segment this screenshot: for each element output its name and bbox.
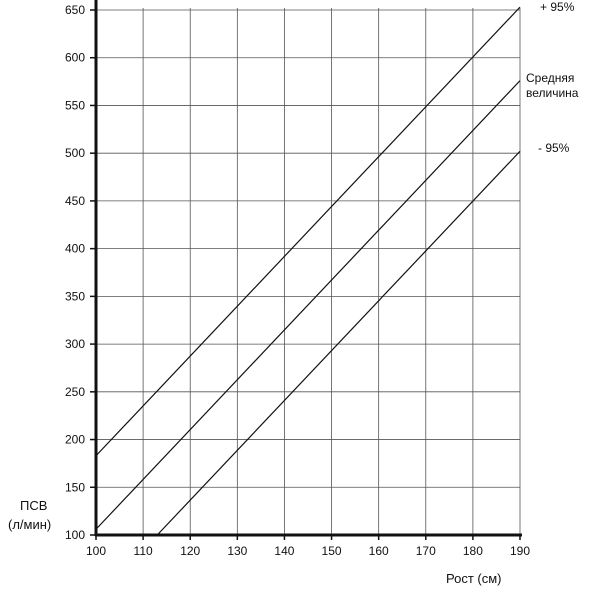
x-tick-label-120: 120 [180,544,200,558]
series-label-mean-line2: величина [526,86,579,100]
series-label-mean: Средняя величина [526,71,579,100]
series-label-upper: + 95% [540,0,575,14]
y-tick-label-400: 400 [65,242,85,256]
y-tick-label-300: 300 [65,337,85,351]
y-tick-label-200: 200 [65,433,85,447]
x-tick-label-170: 170 [416,544,436,558]
series-line-0 [95,6,521,457]
x-tick-label-100: 100 [86,544,106,558]
y-tick-label-550: 550 [65,98,85,112]
x-tick-label-140: 140 [274,544,294,558]
series-line-1 [95,80,521,530]
series-label-mean-line1: Средняя [526,71,574,85]
series-label-lower: - 95% [538,141,570,155]
y-tick-label-100: 100 [65,528,85,542]
y-tick-label-600: 600 [65,51,85,65]
grid [96,8,521,535]
tick-labels: 100 150 200 250 300 350 400 450 500 550 600 650 100 1… [65,3,530,558]
y-tick-label-650: 650 [65,3,85,17]
x-tick-label-110: 110 [134,544,153,558]
y-tick-label-350: 350 [65,289,85,303]
y-axis-title-line1: ПСВ [20,498,47,513]
y-axis-title-line2: (л/мин) [8,517,51,532]
series-lines [95,6,521,536]
x-tick-label-130: 130 [227,544,247,558]
x-tick-label-180: 180 [463,544,483,558]
series-line-2 [156,150,521,536]
y-tick-label-450: 450 [65,194,85,208]
axes [90,0,522,540]
x-tick-label-150: 150 [322,544,342,558]
x-axis-title: Рост (см) [446,571,502,586]
x-tick-label-160: 160 [369,544,389,558]
y-tick-label-250: 250 [65,385,85,399]
y-tick-label-150: 150 [65,480,85,494]
y-tick-label-500: 500 [65,146,85,160]
x-tick-label-190: 190 [510,544,530,558]
